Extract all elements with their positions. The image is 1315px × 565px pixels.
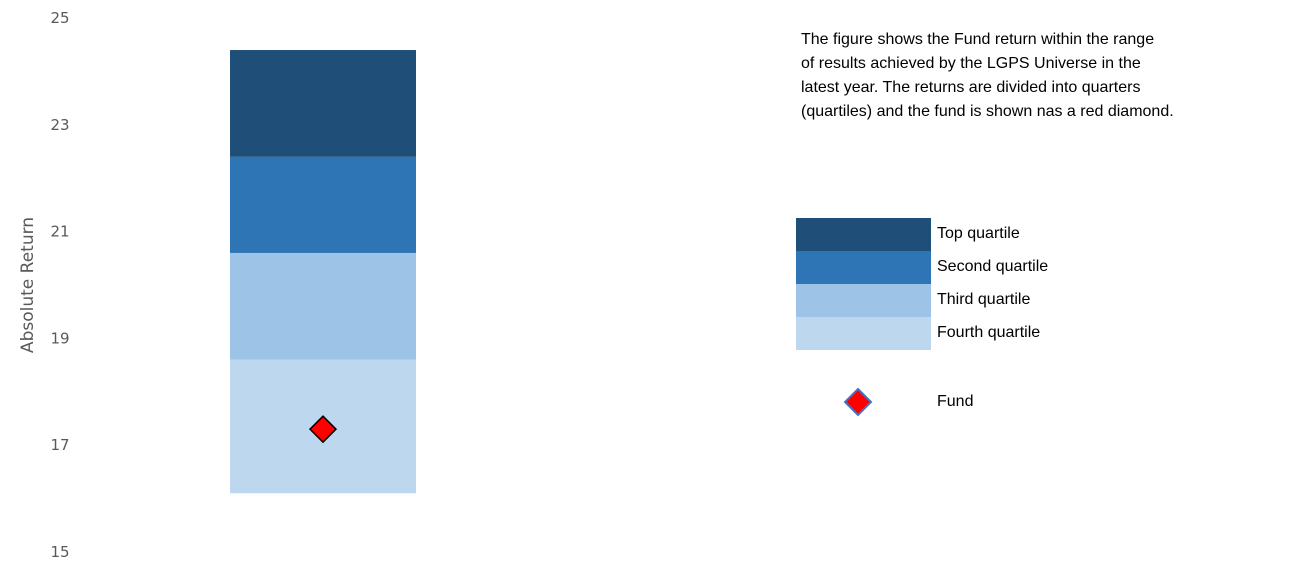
legend-item-top-quartile: Top quartile	[796, 218, 1116, 251]
quartile-chart: 15 17 19 21 23 25 Absolute Return	[18, 9, 416, 561]
description-line-1: The figure shows the Fund return within …	[801, 31, 1155, 48]
legend: Top quartile Second quartile Third quart…	[796, 218, 1116, 350]
diamond-icon	[843, 387, 873, 417]
quartile-segment-second-quartile	[230, 156, 416, 253]
y-tick-label: 21	[50, 223, 69, 241]
description-line-3: latest year. The returns are divided int…	[801, 79, 1141, 96]
y-axis-title: Absolute Return	[18, 217, 38, 353]
description-line-2: of results achieved by the LGPS Universe…	[801, 55, 1141, 72]
y-tick-label: 25	[50, 9, 69, 27]
legend-label: Second quartile	[937, 258, 1049, 275]
quartile-bars	[230, 50, 416, 494]
legend-swatch	[796, 218, 931, 251]
legend-swatch	[796, 251, 931, 284]
legend-label: Top quartile	[937, 225, 1020, 242]
fund-diamond	[308, 415, 338, 444]
y-axis-ticks: 15 17 19 21 23 25	[50, 9, 69, 561]
legend-fund-label: Fund	[937, 393, 974, 410]
description-line-4: (quartiles) and the fund is shown nas a …	[801, 103, 1174, 120]
quartile-segment-third-quartile	[230, 252, 416, 360]
quartile-segment-top-quartile	[230, 50, 416, 157]
legend-item-fourth-quartile: Fourth quartile	[796, 317, 1116, 350]
legend-label: Third quartile	[937, 291, 1031, 308]
y-tick-label: 17	[50, 436, 69, 454]
y-tick-label: 15	[50, 543, 69, 561]
chart-description: The figure shows the Fund return within …	[801, 28, 1301, 124]
legend-swatch	[796, 317, 931, 350]
fund-marker	[308, 415, 338, 444]
y-tick-label: 23	[50, 116, 69, 134]
legend-label: Fourth quartile	[937, 324, 1041, 341]
legend-swatch	[796, 284, 931, 317]
legend-item-fund: Fund	[796, 385, 1116, 419]
legend-item-second-quartile: Second quartile	[796, 251, 1116, 284]
legend-item-third-quartile: Third quartile	[796, 284, 1116, 317]
y-tick-label: 19	[50, 329, 69, 347]
